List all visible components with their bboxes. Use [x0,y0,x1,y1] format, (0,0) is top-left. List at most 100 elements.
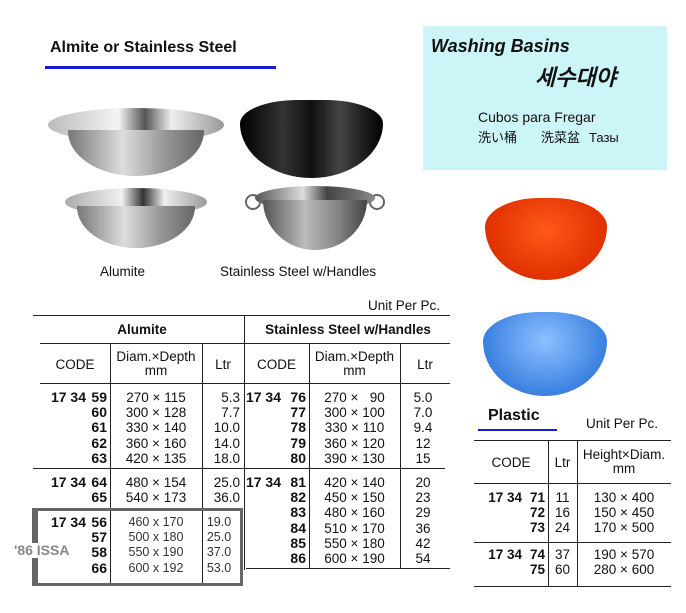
dimension: 330 × 110 [324,420,385,436]
code-suffix: 78 [290,419,306,436]
unit-label: Unit Per Pc. [368,298,441,313]
capacity-ltr: 14.0 [213,435,240,451]
code-suffix: 58 [91,544,107,561]
capacity-ltr: 5.0 [413,390,433,405]
col-ltr: Ltr [417,357,433,372]
code-suffix: 85 [290,534,306,551]
dimension: 330 × 140 [125,420,187,436]
plastic-unit-label: Unit Per Pc. [586,416,659,431]
capacity-ltr: 42 [415,535,431,551]
title-underline [45,66,276,69]
code-prefix: 17 34 [50,514,86,530]
dimension: 480 × 160 [324,505,385,521]
capacity-ltr: 19.0 [206,515,232,529]
stainless-header: Stainless Steel w/Handles [265,322,431,337]
dimension: 270 × 115 [126,390,186,405]
orange-plastic-bowl-image [485,198,607,280]
col-ltr: Ltr [215,357,231,372]
stainless-image-label: Stainless Steel w/Handles [220,264,377,279]
alumite-header: Alumite [117,322,167,337]
code-suffix: 59 [91,389,107,405]
col-dim-unit: mm [343,363,366,378]
capacity-ltr: 37.0 [206,545,232,560]
code-suffix: 63 [91,449,107,466]
alumite-large-bowl-image [48,108,224,178]
title-box: Washing Basins 세수대야 Cubos para Fregar 洗い… [423,26,667,170]
capacity-ltr: 37 [554,547,571,562]
col-code: CODE [491,455,531,470]
dimension: 600 × 190 [324,551,385,566]
code-suffix: 66 [91,559,107,576]
alumite-image-label: Alumite [100,264,146,279]
code-suffix: 72 [529,505,545,521]
capacity-ltr: 25.0 [206,530,232,545]
capacity-ltr: 29 [415,505,431,521]
capacity-ltr: 25.0 [213,475,240,490]
product-title-japanese: 洗い桶 [478,130,518,145]
code-suffix: 71 [529,490,545,505]
dimension: 550 × 180 [324,535,385,551]
code-suffix: 57 [91,529,107,546]
capacity-ltr: 20 [415,475,431,490]
product-title-russian: Тазы [589,130,619,145]
col-dim: Height×Diam. [582,447,666,462]
capacity-ltr: 53.0 [206,560,232,575]
col-dim-unit: mm [144,363,168,378]
code-prefix: 17 34 [245,389,281,405]
dimension: 150 × 450 [593,505,655,521]
code-suffix: 86 [290,550,306,566]
dimension: 600 x 192 [128,560,184,575]
dimension: 270 × 90 [324,390,385,405]
dimension: 280 × 600 [593,562,655,578]
capacity-ltr: 16 [554,505,571,521]
code-prefix: 17 34 [50,389,86,405]
code-prefix: 17 34 [245,474,281,490]
code-prefix: 17 34 [488,490,522,505]
dimension: 500 x 180 [128,530,184,545]
section-title: Almite or Stainless Steel [50,39,237,56]
dimension: 360 × 160 [125,435,187,451]
capacity-ltr: 9.4 [413,420,433,436]
code-suffix: 62 [91,434,107,451]
code-suffix: 65 [91,489,107,506]
capacity-ltr: 36.0 [213,490,240,506]
dimension: 420 × 135 [125,450,187,466]
code-suffix: 76 [290,389,306,405]
col-dim-unit: mm [612,461,636,476]
dimension: 360 × 120 [324,435,385,451]
dimension: 390 × 130 [324,450,385,466]
dimension: 130 × 400 [593,490,655,505]
capacity-ltr: 18.0 [213,450,240,466]
col-code: CODE [256,357,296,372]
dimension: 510 × 170 [324,520,385,536]
col-dim: Diam.×Depth [116,349,196,364]
plastic-underline [478,429,557,431]
code-suffix: 61 [91,419,107,436]
capacity-ltr: 54 [415,551,431,566]
plastic-title: Plastic [488,407,540,424]
dimension: 300 × 128 [125,405,187,421]
stainless-handle-bowl-image [245,186,385,252]
code-prefix: 17 34 [50,474,86,490]
dimension: 450 × 150 [324,490,385,506]
code-suffix: 75 [529,562,545,578]
code-suffix: 74 [529,547,545,562]
capacity-ltr: 15 [415,450,431,466]
dimension: 190 × 570 [593,547,655,562]
dimension: 170 × 500 [593,520,655,536]
code-suffix: 56 [91,514,107,530]
code-suffix: 82 [290,489,306,506]
capacity-ltr: 23 [415,490,431,506]
code-suffix: 73 [529,520,545,536]
product-title-korean: 세수대야 [535,65,616,90]
code-prefix: 17 34 [488,547,522,562]
dimension: 550 x 190 [128,545,184,560]
dimension: 540 × 173 [125,490,187,506]
dimension: 300 × 100 [324,405,385,421]
col-dim: Diam.×Depth [314,349,395,364]
capacity-ltr: 11 [555,490,570,505]
product-title-spanish: Cubos para Fregar [478,109,596,125]
code-suffix: 81 [290,474,306,490]
code-suffix: 79 [290,434,306,451]
